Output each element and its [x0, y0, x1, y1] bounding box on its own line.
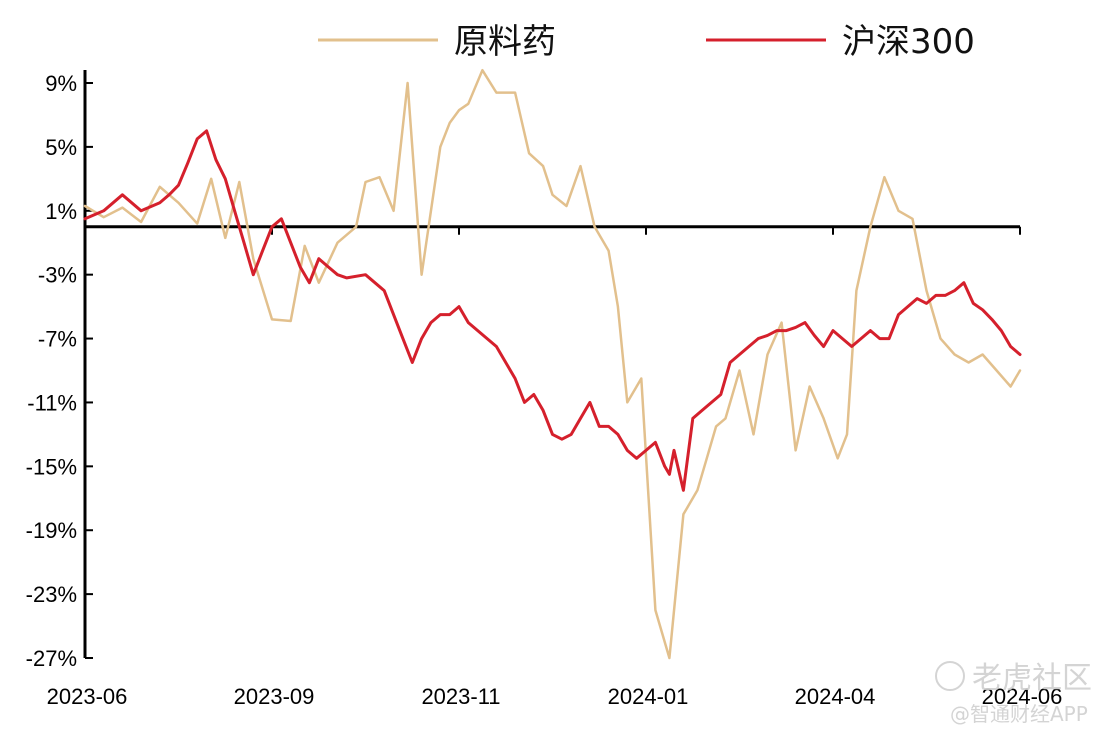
y-tick-label: -23% — [26, 582, 77, 607]
series-group — [83, 68, 1022, 660]
watermark: 老虎社区 @智通财经APP — [935, 661, 1092, 726]
y-tick-label: -19% — [26, 518, 77, 543]
x-tick-label: 2023-09 — [234, 684, 315, 709]
x-axis: 2023-06 2023-09 2023-11 2024-01 2024-04 2024-… — [47, 225, 1063, 709]
y-tick-label: 5% — [45, 135, 77, 160]
y-axis: 9% 5% 1% -3% -7% -11% -15% -19% -23% -27% — [26, 70, 93, 671]
series-line-raw-materials — [83, 68, 1022, 660]
series-line-csi300 — [83, 129, 1022, 492]
y-tick-label: -3% — [38, 263, 77, 288]
x-tick-label: 2024-04 — [795, 684, 876, 709]
legend-label: 沪深300 — [842, 22, 975, 62]
watermark-top-text: 老虎社区 — [972, 661, 1092, 696]
watermark-bottom-text: @智通财经APP — [950, 702, 1088, 726]
y-tick-label: -15% — [26, 454, 77, 479]
y-tick-label: 9% — [45, 71, 77, 96]
x-tick-label: 2023-06 — [47, 684, 128, 709]
x-tick-label: 2023-11 — [421, 684, 500, 709]
legend-label: 原料药 — [454, 22, 556, 62]
legend: 原料药 沪深300 — [318, 22, 975, 62]
x-tick-label: 2024-06 — [982, 684, 1063, 709]
watermark-logo-icon — [935, 661, 965, 691]
y-tick-label: -11% — [27, 390, 77, 415]
y-tick-label: 1% — [45, 199, 77, 224]
y-tick-label: -27% — [26, 646, 77, 671]
y-tick-label: -7% — [38, 327, 77, 352]
x-tick-label: 2024-01 — [608, 684, 689, 709]
